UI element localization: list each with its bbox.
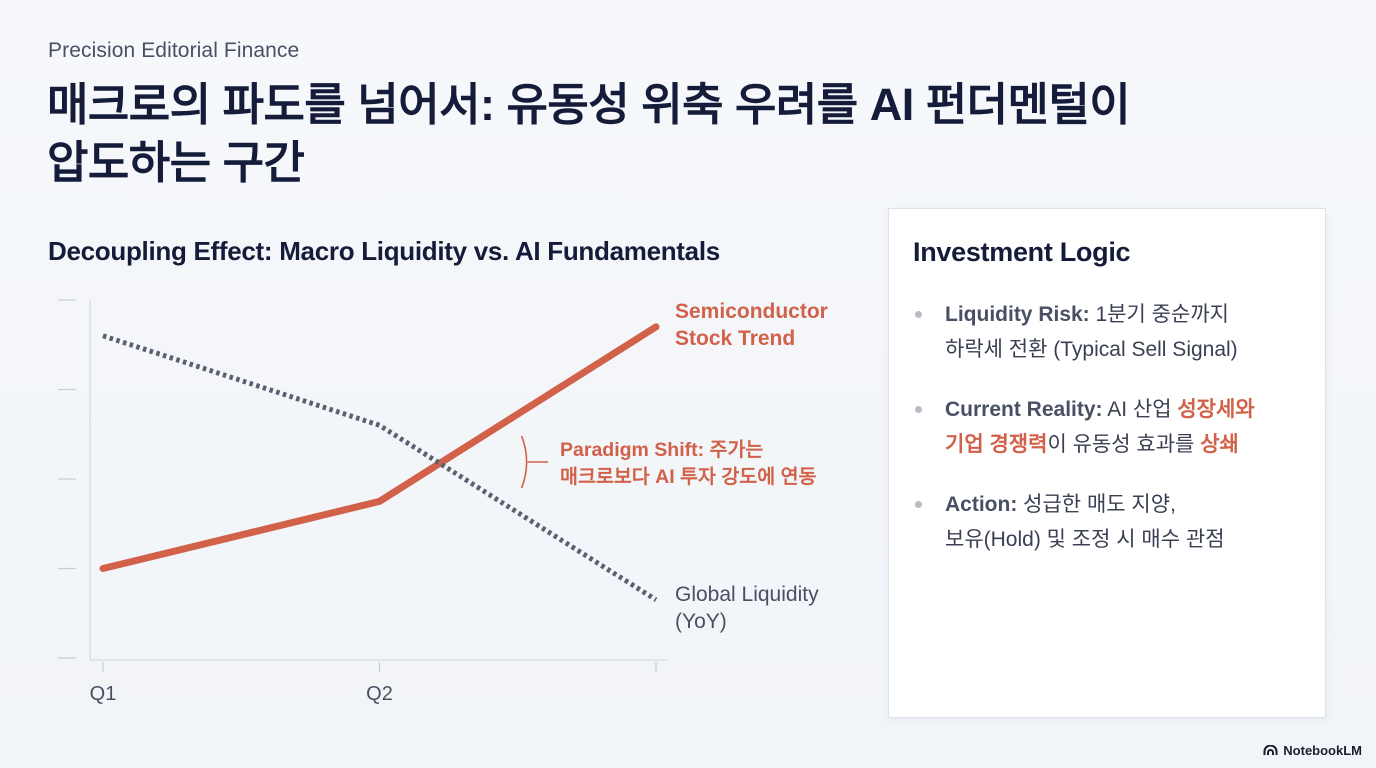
list-item-liquidity-risk: Liquidity Risk: 1분기 중순까지 하락세 전환 (Typical… xyxy=(913,297,1313,367)
item-text-line-2: 이 유동성 효과를 xyxy=(1047,433,1201,456)
item-label: Action: xyxy=(945,493,1018,516)
item-text-line-2: 하락세 전환 (Typical Sell Signal) xyxy=(945,338,1238,361)
item-text: 1분기 중순까지 xyxy=(1089,303,1229,326)
item-text: 성급한 매도 지양, xyxy=(1017,493,1176,516)
investment-logic-panel: Investment Logic Liquidity Risk: 1분기 중순까… xyxy=(888,208,1326,718)
item-text-line-2: 보유(Hold) 및 조정 시 매수 관점 xyxy=(945,528,1225,551)
page-title-line-2: 압도하는 구간 xyxy=(47,137,305,188)
x-tick-label: Q2 xyxy=(366,683,393,705)
page-title: 매크로의 파도를 넘어서: 유동성 위축 우려를 AI 펀더멘털이 압도하는 구… xyxy=(47,76,1167,192)
bullet-dot-icon xyxy=(915,406,922,413)
page-title-line-1: 매크로의 파도를 넘어서: 유동성 위축 우려를 AI 펀더멘털이 xyxy=(47,79,1131,130)
series-line-semiconductor xyxy=(99,323,660,572)
list-item-action: Action: 성급한 매도 지양, 보유(Hold) 및 조정 시 매수 관점 xyxy=(913,487,1313,557)
annotation-bracket xyxy=(520,435,528,489)
item-text: AI 산업 xyxy=(1102,398,1178,421)
series-label-global-liquidity: Global Liquidity (YoY) xyxy=(675,583,819,633)
brand-name: NotebookLM xyxy=(1283,743,1362,758)
chart-title: Decoupling Effect: Macro Liquidity vs. A… xyxy=(48,236,720,266)
annotation-paradigm-shift: Paradigm Shift: 주가는 매크로보다 AI 투자 강도에 연동 xyxy=(560,439,817,488)
decoupling-line-chart: Q1 Q2 Semiconductor Stock Trend Global Liqui… xyxy=(58,299,828,705)
notebooklm-brand: NotebookLM xyxy=(1263,743,1362,758)
notebooklm-logo-icon xyxy=(1263,745,1278,755)
item-label: Liquidity Risk: xyxy=(945,303,1090,326)
highlight-competitiveness: 기업 경쟁력 xyxy=(945,433,1048,456)
eyebrow-label: Precision Editorial Finance xyxy=(48,39,300,62)
item-label: Current Reality: xyxy=(945,398,1103,421)
highlight-offset: 상쇄 xyxy=(1200,433,1239,456)
investment-logic-list: Liquidity Risk: 1분기 중순까지 하락세 전환 (Typical… xyxy=(913,297,1313,582)
highlight-growth: 성장세와 xyxy=(1177,398,1255,421)
bullet-dot-icon xyxy=(915,311,922,318)
list-item-current-reality: Current Reality: AI 산업 성장세와 기업 경쟁력이 유동성 … xyxy=(913,392,1313,462)
bullet-dot-icon xyxy=(915,501,922,508)
x-tick-label: Q1 xyxy=(90,683,117,705)
panel-title: Investment Logic xyxy=(913,237,1131,267)
series-label-semiconductor: Semiconductor Stock Trend xyxy=(675,300,828,350)
